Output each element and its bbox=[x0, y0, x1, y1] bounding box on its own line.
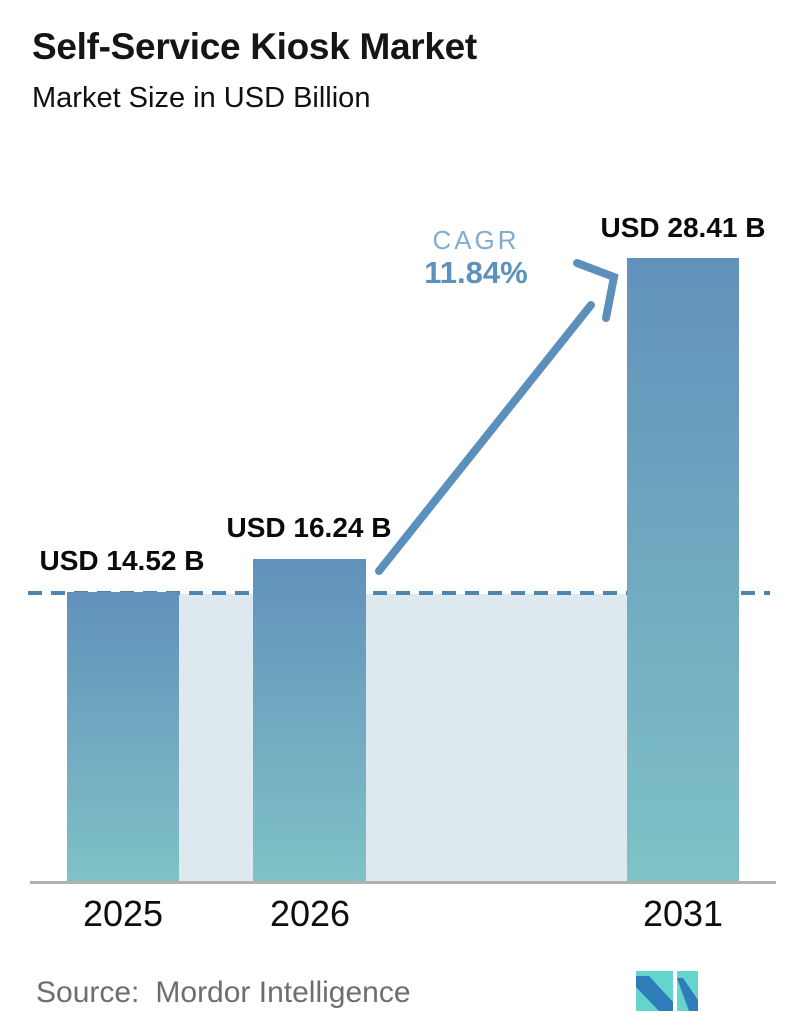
source-label: Source: bbox=[36, 976, 140, 1009]
cagr-value: 11.84% bbox=[424, 255, 528, 290]
page-title: Self-Service Kiosk Market bbox=[32, 26, 477, 67]
bar-2025 bbox=[67, 592, 179, 881]
x-tick-2025: 2025 bbox=[82, 893, 164, 934]
mordor-intelligence-logo-icon bbox=[636, 971, 698, 1011]
value-label-2025: USD 14.52 B bbox=[39, 545, 205, 576]
value-label-2026: USD 16.24 B bbox=[226, 512, 392, 543]
source-line: Source: Mordor Intelligence bbox=[36, 976, 411, 1010]
bar-2026 bbox=[253, 559, 366, 881]
cagr-label: CAGR bbox=[432, 225, 520, 255]
source-name: Mordor Intelligence bbox=[155, 976, 411, 1009]
x-tick-2031: 2031 bbox=[642, 893, 724, 934]
baseline-axis bbox=[30, 881, 776, 884]
page-subtitle: Market Size in USD Billion bbox=[32, 82, 371, 114]
dashed-reference-line bbox=[28, 591, 770, 595]
x-tick-2026: 2026 bbox=[269, 893, 351, 934]
cagr-annotation: CAGR 11.84% bbox=[408, 224, 544, 290]
bar-2031 bbox=[627, 258, 739, 881]
value-label-2031: USD 28.41 B bbox=[600, 212, 766, 243]
